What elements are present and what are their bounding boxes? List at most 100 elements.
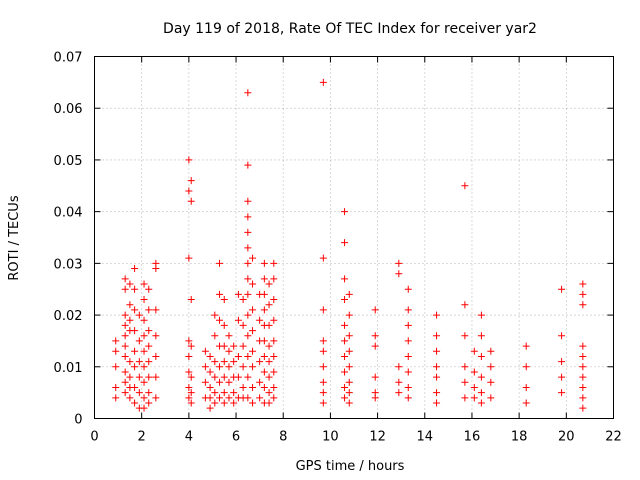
- data-point: [239, 321, 247, 329]
- data-point: [522, 342, 530, 350]
- y-tick-label: 0.01: [54, 361, 83, 376]
- data-point: [187, 296, 195, 304]
- data-point: [185, 156, 193, 164]
- data-point: [244, 89, 252, 97]
- data-point: [211, 332, 219, 340]
- data-point: [404, 368, 412, 376]
- data-point: [341, 239, 349, 247]
- data-point: [558, 358, 566, 366]
- data-point: [121, 389, 129, 397]
- data-point: [461, 378, 469, 386]
- data-point: [244, 228, 252, 236]
- data-point: [239, 296, 247, 304]
- data-point: [244, 352, 252, 360]
- data-point: [265, 399, 273, 407]
- data-point: [249, 306, 257, 314]
- data-point: [244, 275, 252, 283]
- data-point: [230, 399, 238, 407]
- data-point: [152, 265, 160, 273]
- data-point: [270, 383, 278, 391]
- data-point: [140, 378, 148, 386]
- data-point: [239, 363, 247, 371]
- data-point: [244, 161, 252, 169]
- data-point: [216, 259, 224, 267]
- data-point: [341, 208, 349, 216]
- data-point: [404, 285, 412, 293]
- data-point: [477, 332, 485, 340]
- data-point: [211, 311, 219, 319]
- data-point: [131, 285, 139, 293]
- data-point: [265, 342, 273, 350]
- data-point: [433, 399, 441, 407]
- data-point: [270, 316, 278, 324]
- data-point: [239, 383, 247, 391]
- data-point: [220, 342, 228, 350]
- data-point: [244, 213, 252, 221]
- data-point: [487, 378, 495, 386]
- data-point: [345, 378, 353, 386]
- data-point: [256, 358, 264, 366]
- data-point: [477, 389, 485, 397]
- axis-ticks: 0 2 4 6 8 10 12 14 16 18 20 22 0 0.01 0.02 0.03 0.04 0.05…: [54, 51, 622, 445]
- data-point: [404, 337, 412, 345]
- data-point: [341, 394, 349, 402]
- data-point: [461, 394, 469, 402]
- data-point: [225, 378, 233, 386]
- data-point: [395, 363, 403, 371]
- data-point: [404, 394, 412, 402]
- data-point: [187, 197, 195, 205]
- data-point: [135, 337, 143, 345]
- data-point: [145, 399, 153, 407]
- data-point: [433, 389, 441, 397]
- data-point: [404, 352, 412, 360]
- data-point: [112, 337, 120, 345]
- data-point: [140, 296, 148, 304]
- x-tick-label: 16: [464, 430, 481, 445]
- data-point: [433, 373, 441, 381]
- data-point: [145, 389, 153, 397]
- data-point: [579, 352, 587, 360]
- data-point: [270, 296, 278, 304]
- data-point: [477, 399, 485, 407]
- data-point: [265, 321, 273, 329]
- data-point: [522, 399, 530, 407]
- data-point: [579, 404, 587, 412]
- y-axis-label: ROTI / TECUs: [7, 195, 22, 280]
- data-point: [211, 358, 219, 366]
- data-point: [579, 342, 587, 350]
- data-point: [265, 280, 273, 288]
- data-point: [270, 337, 278, 345]
- data-point: [121, 285, 129, 293]
- data-point: [395, 378, 403, 386]
- x-tick-label: 8: [279, 430, 287, 445]
- data-point: [216, 316, 224, 324]
- data-point: [249, 363, 257, 371]
- data-point: [135, 373, 143, 381]
- data-point: [345, 332, 353, 340]
- data-point: [112, 363, 120, 371]
- data-point: [395, 259, 403, 267]
- data-point: [260, 368, 268, 376]
- data-point: [187, 389, 195, 397]
- chart-title: Day 119 of 2018, Rate Of TEC Index for r…: [163, 21, 537, 37]
- data-point: [216, 290, 224, 298]
- data-point: [140, 316, 148, 324]
- data-point: [270, 259, 278, 267]
- data-point: [265, 389, 273, 397]
- data-point: [345, 389, 353, 397]
- data-point: [145, 342, 153, 350]
- data-point: [319, 347, 327, 355]
- data-point: [461, 301, 469, 309]
- data-point: [461, 182, 469, 190]
- data-point: [260, 352, 268, 360]
- data-point: [371, 306, 379, 314]
- data-point: [211, 399, 219, 407]
- data-point: [341, 368, 349, 376]
- data-point: [131, 265, 139, 273]
- data-point: [112, 347, 120, 355]
- data-point: [206, 404, 214, 412]
- data-point: [319, 399, 327, 407]
- x-tick-label: 0: [90, 430, 98, 445]
